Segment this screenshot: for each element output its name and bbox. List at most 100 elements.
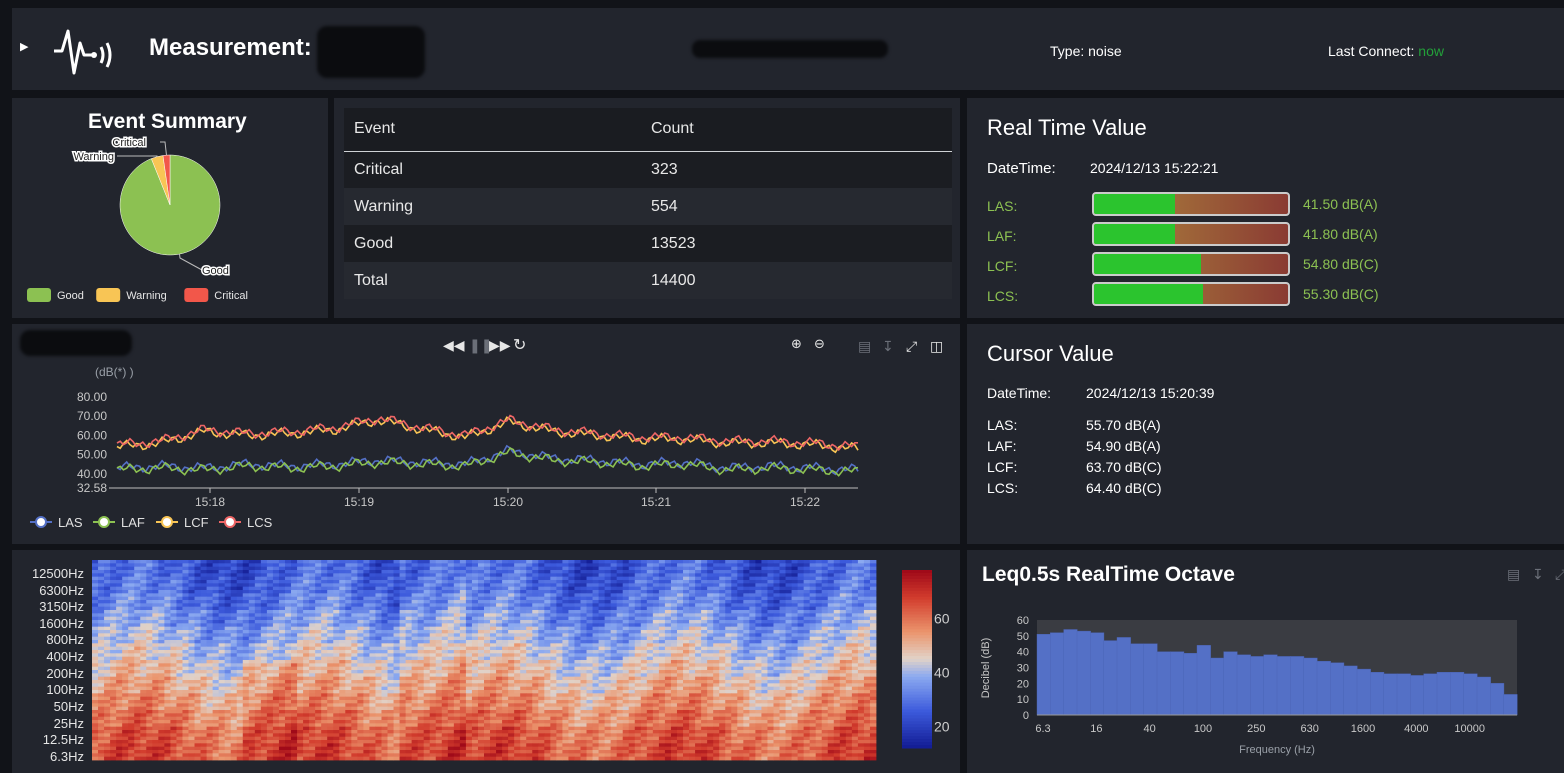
heatmap-cell — [411, 630, 419, 634]
heatmap-cell — [689, 633, 696, 638]
heatmap-cell — [309, 586, 316, 591]
rewind-icon[interactable]: ◀◀ — [443, 337, 465, 353]
heatmap-cell — [110, 590, 117, 594]
heatmap-cell — [140, 573, 147, 578]
heatmap-cell — [664, 580, 672, 584]
heatmap-cell — [562, 623, 569, 628]
heatmap-cell — [652, 670, 660, 674]
heatmap-cell — [484, 660, 491, 664]
heatmap-cell — [272, 620, 280, 624]
heatmap-cell — [821, 650, 829, 654]
heatmap-cell — [508, 573, 515, 578]
download-icon[interactable]: ↧ — [882, 338, 894, 354]
heatmap-cell — [833, 653, 841, 658]
heatmap-cell — [321, 626, 328, 631]
heatmap-cell — [574, 620, 581, 624]
heatmap-cell — [200, 633, 207, 638]
heatmap-cell — [188, 653, 195, 658]
heatmap-cell — [574, 616, 581, 621]
heatmap-cell — [297, 563, 304, 568]
heatmap-cell — [749, 583, 756, 588]
heatmap-cell — [514, 610, 521, 614]
heatmap-cell — [707, 590, 714, 594]
heatmap-cell — [640, 580, 648, 584]
fast-forward-icon[interactable]: ▶▶ — [489, 337, 511, 353]
heatmap-cell — [544, 636, 551, 641]
heatmap-cell — [827, 660, 835, 664]
heatmap-cell — [146, 660, 153, 664]
heatmap-cell — [616, 593, 624, 598]
heatmap-cell — [520, 610, 527, 614]
heatmap-cell — [128, 583, 135, 588]
heatmap-cell — [556, 643, 563, 648]
heatmap-cell — [441, 566, 449, 571]
heatmap-cell — [683, 563, 690, 568]
zoom-in-icon[interactable]: ⊕ — [791, 336, 802, 351]
heatmap-cell — [170, 656, 177, 661]
refresh-icon[interactable]: ↻ — [513, 337, 527, 354]
heatmap-cell — [803, 596, 811, 601]
heatmap-cell — [375, 596, 382, 601]
heatmap-cell — [236, 566, 244, 571]
y-tick-label: 80.00 — [77, 390, 107, 404]
heatmap-cell — [399, 606, 406, 611]
heatmap-cell — [345, 633, 352, 638]
heatmap-cell — [375, 590, 382, 594]
heatmap-cell — [797, 600, 805, 604]
heatmap-cell — [128, 670, 135, 674]
heatmap-cell — [477, 603, 485, 608]
heatmap-cell — [683, 676, 690, 681]
heatmap-cell — [116, 566, 123, 571]
heatmap-cell — [857, 630, 865, 634]
heatmap-cell — [713, 590, 720, 594]
trend-line-chart[interactable]: (dB(*) )80.0070.0060.0050.0040.0032.5815… — [12, 324, 960, 544]
heatmap-cell — [640, 616, 648, 621]
heatmap-cell — [423, 670, 431, 674]
heatmap-cell — [405, 620, 413, 624]
heatmap-cell — [520, 570, 527, 574]
zoom-out-icon[interactable]: ⊖ — [814, 336, 825, 351]
heatmap-cell — [556, 586, 563, 591]
heatmap-cell — [676, 656, 684, 661]
heatmap-cell — [640, 586, 648, 591]
heatmap-cell — [170, 613, 177, 618]
spectrogram-heatmap[interactable]: 12500Hz6300Hz3150Hz1600Hz800Hz400Hz200Hz… — [12, 550, 960, 773]
legend-label-critical: Critical — [214, 290, 248, 302]
heatmap-cell — [188, 670, 195, 674]
heatmap-cell — [291, 636, 298, 641]
heatmap-cell — [658, 610, 666, 614]
heatmap-cell — [369, 663, 376, 668]
heatmap-cell — [176, 606, 183, 611]
heatmap-cell — [471, 600, 479, 604]
save-icon[interactable]: ◫ — [930, 338, 944, 354]
heatmap-cell — [116, 616, 123, 621]
heatmap-cell — [496, 636, 503, 641]
heatmap-cell — [815, 563, 823, 568]
heatmap-cell — [652, 666, 660, 671]
collapse-icon[interactable]: ▶ — [20, 41, 29, 53]
heatmap-cell — [164, 633, 171, 638]
heatmap-cell — [821, 576, 829, 581]
heatmap-cell — [544, 616, 551, 621]
pause-icon[interactable]: ❚❚ — [469, 337, 493, 353]
heatmap-cell — [779, 633, 786, 638]
heatmap-cell — [477, 636, 485, 641]
heatmap-cell — [755, 583, 762, 588]
heatmap-cell — [713, 673, 720, 678]
heatmap-cell — [176, 590, 183, 594]
heatmap-cell — [658, 676, 666, 681]
heatmap-cell — [248, 633, 256, 638]
data-view-icon[interactable]: ▤ — [858, 338, 872, 354]
heatmap-cell — [550, 623, 557, 628]
heatmap-cell — [797, 570, 805, 574]
heatmap-cell — [387, 640, 394, 644]
heatmap-cell — [496, 586, 503, 591]
heatmap-cell — [212, 573, 220, 578]
fullscreen-icon[interactable]: ⤢ — [906, 338, 918, 354]
heatmap-cell — [562, 653, 569, 658]
heatmap-cell — [321, 580, 328, 584]
legend-label-laf: LAF — [121, 515, 145, 530]
heatmap-cell — [532, 616, 539, 621]
realtime-title: Real Time Value — [987, 115, 1147, 140]
heatmap-cell — [695, 620, 702, 624]
